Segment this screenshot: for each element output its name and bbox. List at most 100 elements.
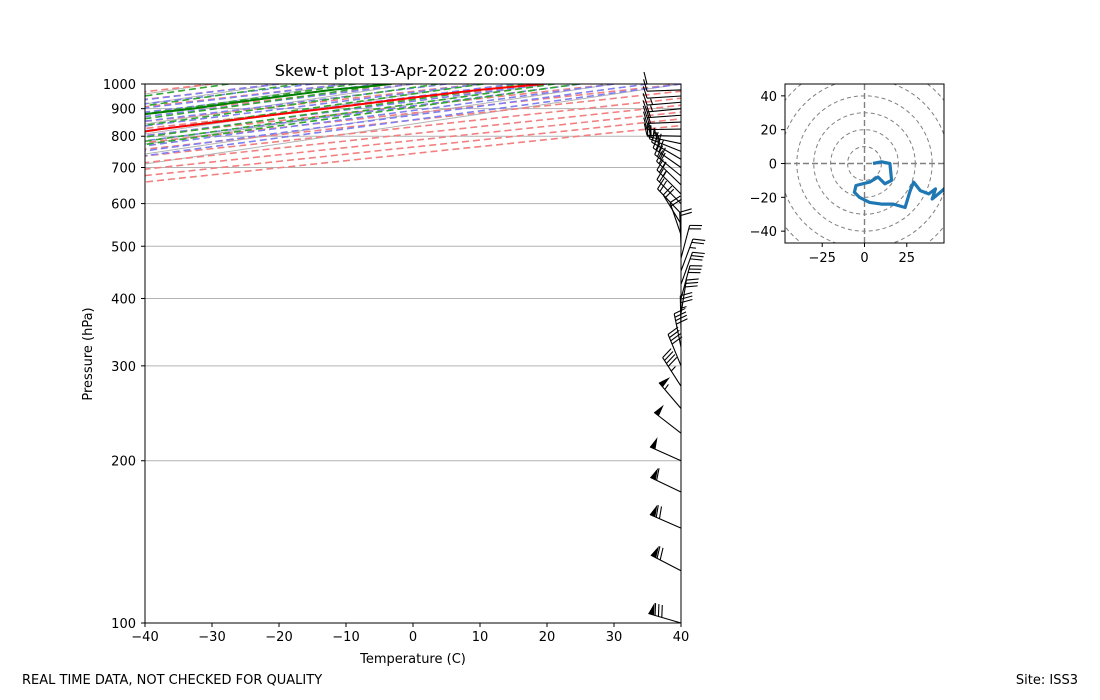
y-tick-label: 800 [111,130,136,145]
barb-shaft [656,169,682,195]
barb-shaft [650,476,682,493]
moist-adiabat-line [145,84,514,132]
x-tick-label: 0 [409,630,417,645]
dry-adiabat-line [145,118,681,177]
barb-full-tick [648,126,652,139]
barb-shaft [680,225,691,259]
site-label: Site: ISS3 [1015,673,1078,688]
wind-barb [679,291,693,330]
barb-full-tick [658,152,666,164]
wind-barb [652,136,682,168]
barb-shaft [654,154,682,177]
isotherm-line [145,84,280,105]
barb-full-tick [658,171,667,183]
wind-barbs [642,71,706,624]
barb-shaft [647,121,682,125]
dry-adiabat-line [145,124,681,183]
barb-shaft [657,188,682,214]
barb-full-tick [642,105,648,118]
barb-full-tick [643,123,648,136]
barb-full-tick [664,188,675,199]
barb-full-tick [658,506,663,519]
mixing-ratio-line [145,84,525,138]
barb-shaft [673,313,682,348]
x-tick-label: 30 [606,630,623,645]
y-tick-label: 100 [111,617,136,632]
skew-t-plot: Skew-t plot 13-Apr-2022 20:00:09 −40 −30−… [0,61,706,667]
barb-flag [658,377,671,388]
barb-full-tick [642,93,648,106]
y-tick-label: 400 [111,292,136,307]
barb-shaft [646,128,682,131]
wind-barb [649,504,682,529]
barb-full-tick [680,291,693,297]
dry-adiabat-line [145,111,681,170]
barb-full-tick [667,326,679,335]
barb-shaft [680,252,693,285]
dry-adiabat-line [145,84,280,101]
dewpoint-profile [145,84,392,116]
mixing-ratio-line [145,84,555,143]
x-tick-label: −40 [131,630,158,645]
barb-full-tick [666,354,676,364]
hodograph-plot: −25 0 25 −40 −20 0 20 40 [750,83,945,266]
x-tick-label: 10 [472,630,489,645]
barb-shaft [658,382,682,409]
barb-full-tick [670,333,682,342]
moist-adiabat-line [145,84,615,147]
barb-full-tick [674,311,687,318]
wind-barb [648,126,682,152]
barb-full-tick [652,136,659,149]
barb-full-tick [680,298,693,304]
barb-half-tick [689,246,696,249]
isotherm-line [0,84,11,623]
moist-adiabat-line [145,84,447,122]
barb-full-tick [659,547,664,561]
barb-full-tick [676,318,688,325]
barb-full-tick [657,178,665,190]
barb-full-tick [658,140,664,153]
x-tick-label: −30 [198,630,225,645]
barb-full-tick [664,351,674,361]
hodograph-wind-line [852,160,944,210]
moist-adiabat-line [145,84,280,101]
hodo-y-tick-label: −20 [750,191,777,206]
wind-barb [649,437,682,462]
barb-full-tick [646,105,652,118]
hodograph-range-rings [785,84,944,243]
barb-full-tick [646,111,652,124]
x-axis-label: Temperature (C) [359,652,466,667]
isotherm-line [145,84,481,135]
mixing-ratio-line [145,84,579,146]
hodo-y-tick-label: 40 [760,90,777,105]
barb-full-tick [671,336,683,345]
barb-flag [649,504,658,517]
barb-shaft [649,513,682,529]
wind-barb [642,86,682,99]
barb-full-tick [679,211,692,217]
barb-flag [649,437,658,450]
skew-t-title: Skew-t plot 13-Apr-2022 20:00:09 [275,61,546,80]
dry-adiabat-line [145,84,414,115]
moist-adiabat-line [145,84,481,127]
wind-barb [667,326,683,367]
y-tick-label: 700 [111,161,136,176]
wind-barb [680,251,705,285]
moist-adiabat-line [145,84,347,109]
barb-shaft [679,212,682,247]
skew-t-background-lines [0,84,681,623]
wind-barb [673,307,688,348]
barb-half-tick [664,384,669,390]
barb-shaft [669,202,682,236]
barb-full-tick [655,505,659,518]
y-tick-label: 500 [111,240,136,255]
barb-full-tick [675,314,687,322]
hodo-x-tick-label: −25 [808,251,835,266]
barb-full-tick [685,281,699,285]
hodo-x-tick-label: 0 [860,251,868,266]
hodograph-axes: −25 0 25 −40 −20 0 20 40 [750,90,915,266]
barb-flag [648,602,655,616]
mixing-ratio-line [145,84,299,107]
barb-full-tick [656,159,664,171]
